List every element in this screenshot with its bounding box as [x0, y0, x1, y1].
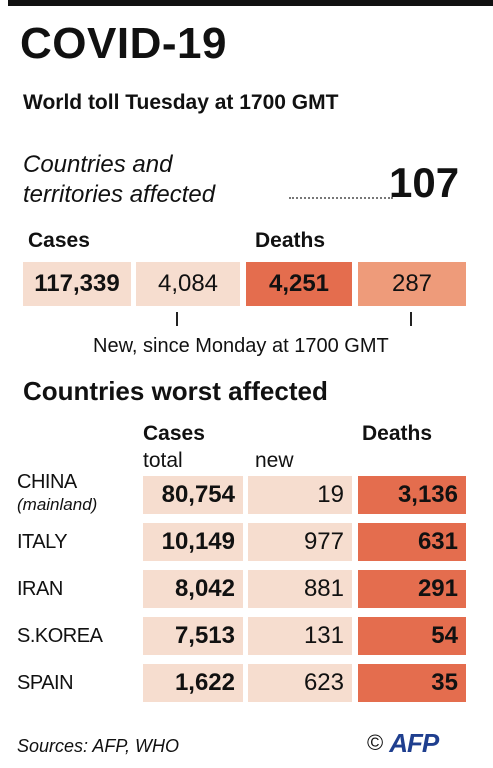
sources-note: Sources: AFP, WHO [17, 736, 180, 756]
top-rule [8, 0, 493, 6]
dotted-leader [289, 197, 393, 199]
row-label-china: CHINA [17, 471, 77, 493]
new-deaths-tick [410, 312, 412, 326]
row-label-italy: ITALY [17, 531, 68, 553]
cell-cases-new: 977 [248, 523, 352, 561]
row-label-spain: SPAIN [17, 672, 74, 694]
new-cases-tick [176, 312, 178, 326]
cell-deaths: 35 [358, 664, 466, 702]
cell-deaths: 291 [358, 570, 466, 608]
col-deaths-header: Deaths [362, 422, 433, 445]
col-total-header: total [143, 449, 183, 472]
affected-label: Countries and territories affected [23, 150, 215, 210]
page-title: COVID-19 [20, 19, 227, 68]
summary-cases-total: 117,339 [23, 262, 131, 306]
cell-cases-total: 80,754 [143, 476, 243, 514]
afp-logo: AFP [389, 728, 439, 758]
cell-deaths: 54 [358, 617, 466, 655]
cell-deaths: 3,136 [358, 476, 466, 514]
cell-deaths: 631 [358, 523, 466, 561]
summary-deaths-total: 4,251 [246, 262, 352, 306]
cell-cases-total: 1,622 [143, 664, 243, 702]
cell-cases-total: 10,149 [143, 523, 243, 561]
affected-label-line1: Countries and [23, 151, 173, 178]
cell-cases-new: 19 [248, 476, 352, 514]
summary-cases-header: Cases [28, 229, 90, 252]
col-cases-header: Cases [143, 422, 205, 445]
cell-cases-total: 8,042 [143, 570, 243, 608]
affected-label-line2: territories affected [23, 181, 216, 208]
row-label-iran: IRAN [17, 578, 63, 600]
affected-count: 107 [389, 159, 460, 206]
summary-deaths-header: Deaths [255, 229, 326, 252]
copyright-symbol: © [367, 730, 384, 755]
afp-credit: © AFP [367, 728, 439, 758]
page-subtitle: World toll Tuesday at 1700 GMT [23, 91, 339, 114]
summary-cases-new: 4,084 [136, 262, 240, 306]
cell-cases-total: 7,513 [143, 617, 243, 655]
col-new-header: new [255, 449, 294, 472]
cell-cases-new: 131 [248, 617, 352, 655]
new-since-note: New, since Monday at 1700 GMT [93, 335, 389, 357]
section-title: Countries worst affected [23, 376, 328, 406]
row-label-skorea: S.KOREA [17, 625, 103, 647]
row-sublabel: (mainland) [17, 495, 98, 514]
cell-cases-new: 623 [248, 664, 352, 702]
summary-deaths-new: 287 [358, 262, 466, 306]
cell-cases-new: 881 [248, 570, 352, 608]
